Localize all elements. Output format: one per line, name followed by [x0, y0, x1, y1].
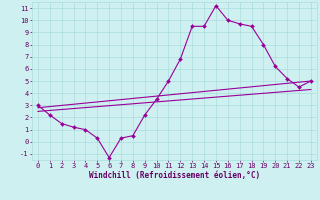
X-axis label: Windchill (Refroidissement éolien,°C): Windchill (Refroidissement éolien,°C) [89, 171, 260, 180]
